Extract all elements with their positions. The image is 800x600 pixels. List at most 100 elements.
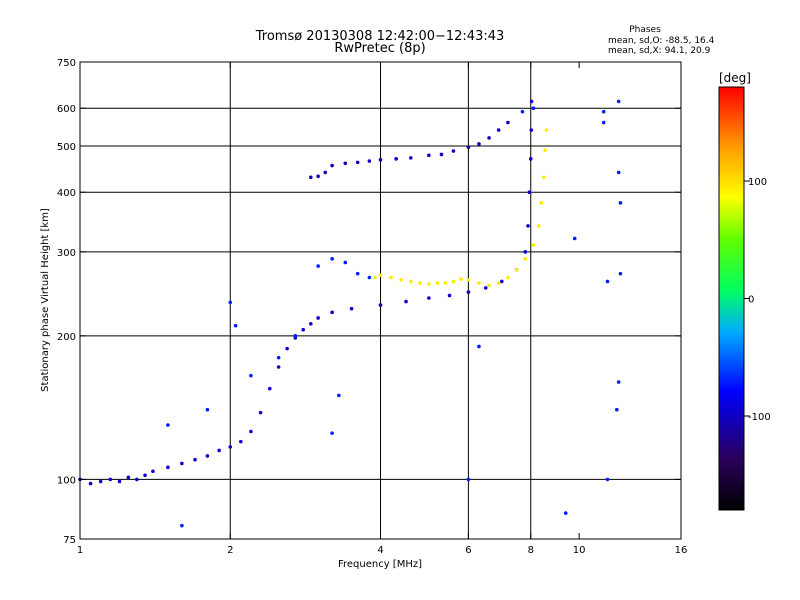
data-point [605, 477, 610, 482]
data-point [500, 279, 504, 284]
colorbar-label: [deg] [719, 71, 751, 85]
x-tick-label: 16 [675, 545, 688, 556]
data-point [117, 479, 122, 484]
data-point [330, 431, 334, 435]
data-points [78, 99, 623, 528]
data-point [451, 279, 456, 284]
data-point [520, 109, 525, 114]
data-point [135, 477, 139, 482]
data-point [572, 236, 577, 241]
data-point [466, 477, 471, 482]
data-point [98, 479, 103, 484]
data-point [447, 293, 452, 298]
data-point [126, 475, 131, 480]
data-point [389, 275, 393, 280]
data-point [166, 423, 170, 427]
data-point [323, 170, 328, 175]
data-point [205, 454, 210, 458]
grid-lines [80, 62, 681, 539]
data-point [408, 156, 413, 160]
data-point [477, 142, 481, 146]
data-point [301, 327, 305, 332]
data-point [466, 145, 471, 150]
data-point [330, 257, 334, 261]
data-point [506, 275, 510, 280]
data-point [399, 278, 403, 282]
y-tick-label: 500 [57, 142, 76, 153]
data-point [343, 260, 348, 265]
data-point [543, 148, 547, 152]
data-point [514, 268, 519, 272]
y-tick-label: 400 [57, 188, 76, 199]
data-point [337, 393, 341, 398]
data-point [378, 157, 383, 162]
data-point [601, 109, 606, 114]
data-point [316, 264, 320, 268]
data-point [616, 170, 621, 175]
data-point [427, 296, 431, 300]
data-point [404, 299, 408, 304]
data-point [367, 275, 372, 280]
data-point [378, 303, 383, 307]
x-tick-label: 6 [465, 545, 471, 556]
x-tick-label: 2 [227, 545, 233, 556]
data-point [618, 271, 623, 276]
data-point [506, 120, 510, 125]
data-point [316, 174, 320, 179]
y-tick-label: 750 [57, 58, 76, 69]
axis-ticks: 1 2 4 6 8 10 16 75 100 200 300 400 500 600 750 [57, 58, 687, 556]
data-point [605, 279, 610, 284]
data-point [523, 250, 528, 254]
data-point [151, 469, 155, 474]
data-point [496, 281, 501, 285]
data-point [542, 175, 546, 180]
data-point [343, 161, 348, 166]
data-point [528, 157, 533, 161]
y-axis-label: Stationary phase Virtual Height [km] [40, 208, 51, 392]
data-point [443, 281, 448, 285]
x-tick-label: 8 [528, 545, 534, 556]
data-point [539, 201, 544, 205]
colorbar-ticks: 100 0 -100 [744, 177, 771, 423]
data-point [483, 286, 488, 290]
x-tick-label: 1 [77, 545, 83, 556]
data-point [166, 465, 170, 470]
data-point [435, 281, 440, 285]
data-point [618, 201, 623, 205]
data-point [439, 152, 444, 157]
x-axis-label: Frequency [MHz] [338, 559, 422, 570]
data-point [487, 136, 491, 140]
data-point [477, 344, 481, 349]
data-point [487, 283, 491, 288]
chart-subtitle: RwPretec (8p) [334, 41, 425, 56]
data-point [108, 477, 113, 482]
data-point [228, 445, 233, 449]
y-tick-label: 75 [63, 535, 76, 546]
data-point [217, 448, 221, 453]
data-point [616, 99, 621, 104]
data-point [531, 243, 536, 247]
data-point [616, 380, 621, 384]
data-point [285, 346, 289, 351]
data-point [180, 461, 184, 466]
data-point [536, 224, 541, 228]
data-point [316, 316, 320, 320]
data-point [373, 275, 377, 280]
data-point [330, 310, 334, 315]
data-point [249, 373, 253, 378]
colorbar-tick-label: -100 [748, 412, 771, 423]
data-point [276, 355, 281, 360]
data-point [233, 323, 238, 328]
y-tick-label: 200 [57, 332, 76, 343]
phase-info-title: Phases [629, 25, 661, 35]
data-point [408, 279, 413, 284]
data-point [427, 153, 431, 158]
data-point [205, 407, 210, 412]
data-point [143, 473, 147, 478]
data-point [459, 277, 463, 281]
colorbar-tick-label: 0 [748, 295, 754, 306]
colorbar-tick-label: 100 [748, 177, 767, 188]
data-point [529, 128, 534, 132]
data-point [526, 224, 530, 228]
